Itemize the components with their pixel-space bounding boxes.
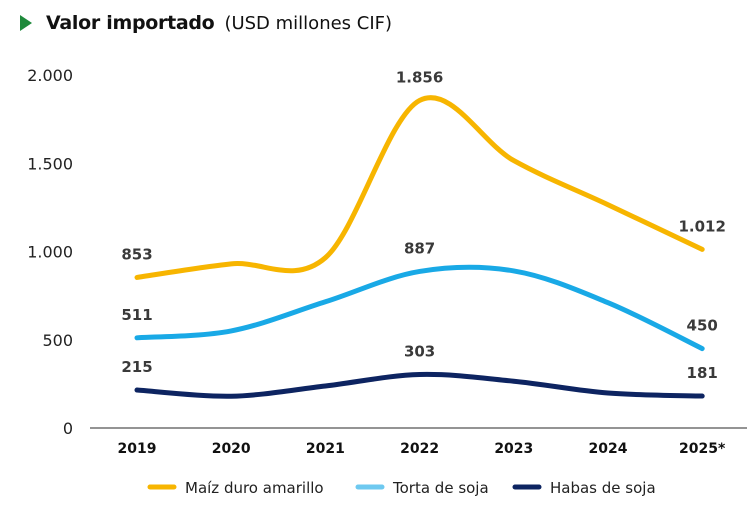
y-tick-label: 1.500 [27, 154, 73, 173]
data-label: 1.856 [396, 68, 443, 86]
y-axis: 0 500 1.000 1.500 2.000 [27, 66, 73, 438]
y-tick-label: 500 [42, 331, 73, 350]
x-tick-label: 2019 [118, 441, 157, 457]
legend-label: Maíz duro amarillo [185, 479, 324, 497]
data-label: 853 [121, 245, 152, 263]
x-tick-label: 2024 [589, 441, 628, 457]
x-tick-label: 2025* [679, 441, 726, 457]
title-units: (USD millones CIF) [224, 12, 393, 34]
data-label: 450 [687, 317, 718, 335]
y-tick-label: 2.000 [27, 66, 73, 85]
y-tick-label: 0 [63, 419, 73, 438]
legend-label: Habas de soja [550, 479, 656, 497]
x-tick-label: 2022 [400, 441, 439, 457]
legend-item: Habas de soja [512, 479, 656, 497]
legend: Maíz duro amarillo Torta de soja Habas de … [147, 479, 656, 497]
y-tick-label: 1.000 [27, 243, 73, 262]
legend-label: Torta de soja [392, 479, 489, 497]
title-main: Valor importado [46, 12, 215, 34]
data-label: 511 [121, 306, 152, 324]
data-label: 1.012 [678, 217, 725, 235]
data-label: 887 [404, 239, 435, 257]
legend-item: Torta de soja [355, 479, 489, 497]
x-tick-label: 2021 [306, 441, 345, 457]
play-triangle-icon [20, 15, 32, 31]
legend-item: Maíz duro amarillo [147, 479, 324, 497]
x-tick-label: 2020 [212, 441, 251, 457]
x-tick-label: 2023 [494, 441, 533, 457]
series-line-1 [134, 264, 705, 352]
data-label: 181 [687, 364, 718, 382]
data-label: 215 [121, 358, 152, 376]
data-labels: 853 1.856 1.012 511 887 450 215 303 181 [121, 68, 726, 382]
series-line-2 [134, 371, 705, 399]
data-label: 303 [404, 343, 435, 361]
x-axis: 2019 2020 2021 2022 2023 2024 2025* [118, 441, 727, 457]
series-line-0 [134, 95, 705, 280]
chart-title: Valor importado (USD millones CIF) [20, 10, 392, 36]
series-lines [134, 95, 705, 399]
